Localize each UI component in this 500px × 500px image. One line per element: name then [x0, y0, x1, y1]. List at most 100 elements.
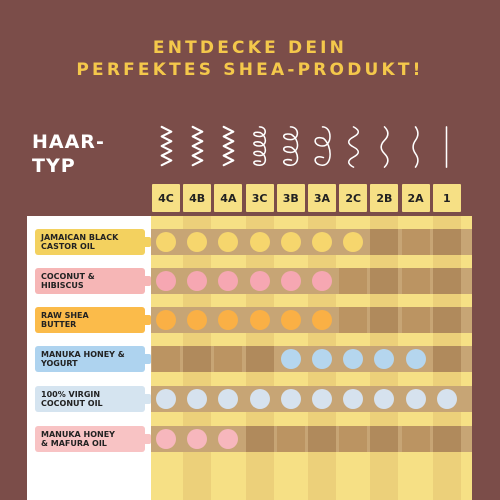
- curl-pattern-icon: [412, 126, 419, 168]
- empty-cell: [214, 346, 243, 372]
- hair-type-header: 2C: [339, 184, 368, 212]
- empty-cell: [370, 229, 399, 255]
- hair-type-label: HAAR- TYP: [32, 130, 105, 178]
- empty-cell: [339, 268, 368, 294]
- suitability-dot: [405, 349, 426, 369]
- empty-cell: [370, 268, 399, 294]
- suitability-dot: [218, 232, 239, 252]
- title-line-1: ENTDECKE DEIN: [152, 38, 348, 58]
- product-label-text: MANUKA HONEY & MAFURA OIL: [41, 430, 115, 449]
- suitability-dot: [374, 349, 395, 369]
- hair-type-header: 3B: [276, 184, 305, 212]
- product-label-line-1: JAMAICAN BLACK: [41, 232, 119, 242]
- hair-type-header: 4B: [183, 184, 212, 212]
- suitability-dot: [312, 310, 332, 330]
- empty-cell: [276, 426, 305, 452]
- empty-cell: [370, 307, 399, 333]
- product-label-line-2: BUTTER: [41, 320, 77, 329]
- title-line-2: PERFEKTES SHEA-PRODUKT!: [76, 60, 424, 80]
- suitability-dot: [312, 389, 332, 409]
- curl-pattern-icon: [283, 126, 299, 166]
- product-label-line-2: CASTOR OIL: [41, 242, 95, 251]
- suitability-dot: [156, 389, 176, 409]
- suitability-dot: [280, 232, 301, 252]
- suitability-dot: [156, 271, 176, 291]
- suitability-dot: [249, 389, 270, 409]
- product-label-text: RAW SHEA BUTTER: [41, 311, 89, 330]
- empty-cell: [339, 307, 368, 333]
- curl-pattern-icon: [222, 125, 235, 167]
- suitability-dot: [280, 349, 301, 369]
- curl-pattern-icon: [313, 126, 331, 166]
- product-label-line-2: YOGURT: [41, 359, 78, 368]
- product-label-text: MANUKA HONEY & YOGURT: [41, 350, 125, 369]
- product-label-line-1: MANUKA HONEY &: [41, 349, 125, 359]
- hair-type-label-line-1: HAAR-: [32, 131, 105, 153]
- product-label-line-1: MANUKA HONEY: [41, 429, 115, 439]
- suitability-dot: [187, 232, 208, 252]
- empty-cell: [401, 307, 430, 333]
- hair-type-header: 1: [432, 184, 461, 212]
- product-label-line-2: HIBISCUS: [41, 281, 84, 290]
- product-label-text: JAMAICAN BLACK CASTOR OIL: [41, 233, 118, 252]
- empty-cell: [370, 426, 399, 452]
- curl-pattern-icon: [191, 125, 204, 167]
- hair-type-header: 4C: [152, 184, 180, 212]
- suitability-dot: [187, 429, 208, 449]
- empty-cell: [152, 346, 180, 372]
- hair-type-label-line-2: TYP: [32, 155, 76, 177]
- curl-stroke: [283, 126, 299, 166]
- curl-pattern-icon: [380, 126, 389, 168]
- curl-stroke: [412, 126, 419, 168]
- curl-stroke: [222, 125, 235, 167]
- product-label-text: 100% VIRGIN COCONUT OIL: [41, 390, 103, 409]
- suitability-dot: [436, 389, 457, 409]
- suitability-dot: [218, 310, 239, 330]
- product-label: JAMAICAN BLACK CASTOR OIL: [35, 229, 151, 255]
- empty-cell: [183, 346, 212, 372]
- product-label: MANUKA HONEY & MAFURA OIL: [35, 426, 151, 452]
- suitability-dot: [343, 389, 364, 409]
- suitability-dot: [156, 232, 176, 252]
- curl-pattern-icon: [253, 126, 267, 166]
- hair-type-header: 3A: [308, 184, 336, 212]
- product-label: COCONUT & HIBISCUS: [35, 268, 151, 294]
- empty-cell: [432, 426, 461, 452]
- curl-pattern-icon: [160, 125, 172, 167]
- curl-stroke: [191, 125, 204, 167]
- curl-stroke: [160, 125, 172, 167]
- suitability-dot: [374, 389, 395, 409]
- curl-pattern-icon: [347, 126, 359, 168]
- suitability-dot: [249, 232, 270, 252]
- product-label-line-2: COCONUT OIL: [41, 399, 103, 408]
- suitability-dot: [312, 232, 332, 252]
- empty-cell: [432, 307, 461, 333]
- curl-stroke: [347, 126, 359, 168]
- suitability-dot: [312, 349, 332, 369]
- suitability-dot: [249, 310, 270, 330]
- suitability-dot: [280, 310, 301, 330]
- empty-cell: [245, 426, 274, 452]
- hair-type-header: 4A: [214, 184, 243, 212]
- product-label: RAW SHEA BUTTER: [35, 307, 151, 333]
- product-label-line-1: COCONUT &: [41, 271, 95, 281]
- suitability-dot: [343, 349, 364, 369]
- empty-cell: [308, 426, 336, 452]
- suitability-dot: [280, 389, 301, 409]
- curl-pattern-icon: [446, 126, 448, 168]
- hair-type-header: 3C: [245, 184, 274, 212]
- hair-type-header: 2B: [370, 184, 399, 212]
- empty-cell: [432, 346, 461, 372]
- suitability-dot: [218, 271, 239, 291]
- product-label-line-1: RAW SHEA: [41, 310, 89, 320]
- empty-cell: [401, 268, 430, 294]
- suitability-dot: [156, 310, 176, 330]
- suitability-dot: [156, 429, 176, 449]
- suitability-dot: [218, 389, 239, 409]
- product-label-text: COCONUT & HIBISCUS: [41, 272, 95, 291]
- empty-cell: [432, 229, 461, 255]
- suitability-dot: [218, 429, 239, 449]
- suitability-dot: [187, 389, 208, 409]
- empty-cell: [432, 268, 461, 294]
- empty-cell: [401, 426, 430, 452]
